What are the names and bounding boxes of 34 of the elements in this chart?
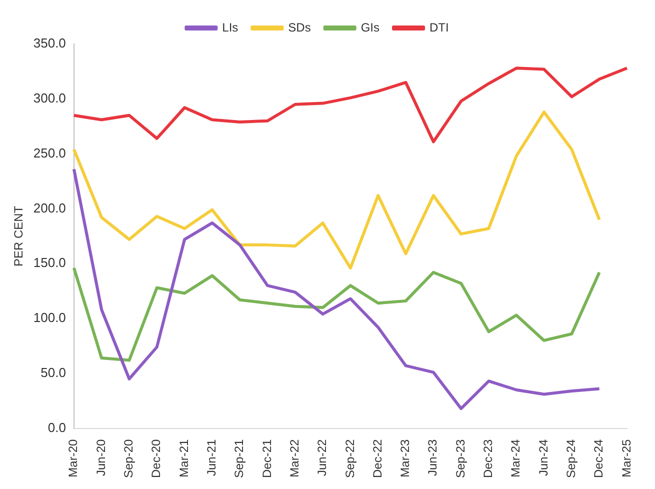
x-tick-label: Jun-22 [315, 438, 330, 476]
x-tick-label: Dec-23 [481, 438, 496, 478]
y-tick-label: 50.0 [40, 364, 66, 380]
x-tick-label: Dec-20 [149, 438, 164, 478]
legend-label: SDs [288, 20, 311, 34]
y-tick-label: 200.0 [33, 200, 66, 216]
x-tick-label: Dec-24 [592, 438, 606, 478]
y-axis-title: PER CENT [12, 205, 26, 266]
legend-label: DTI [430, 20, 449, 34]
y-tick-label: 300.0 [33, 90, 66, 106]
x-tick-label: Mar-21 [176, 438, 191, 478]
x-tick-label: Mar-24 [508, 438, 523, 478]
x-tick-label: Jun-20 [94, 438, 108, 476]
x-tick-label: Jun-23 [426, 438, 440, 476]
x-tick-label: Sep-22 [342, 438, 357, 478]
x-tick-label: Sep-24 [564, 438, 578, 478]
x-tick-label: Sep-23 [453, 438, 468, 478]
x-tick-label: Jun-21 [204, 438, 219, 476]
x-tick-label: Sep-21 [232, 438, 246, 478]
x-tick-label: Dec-21 [260, 438, 274, 478]
x-tick-label: Mar-23 [398, 438, 412, 478]
legend-label: LIs [222, 20, 238, 34]
y-tick-label: 0.0 [48, 420, 66, 435]
x-tick-label: Jun-24 [536, 438, 550, 476]
y-tick-label: 100.0 [33, 310, 66, 326]
x-tick-label: Sep-20 [122, 438, 136, 478]
x-tick-label: Mar-20 [66, 438, 80, 478]
y-tick-label: 250.0 [33, 145, 66, 160]
legend-label: GIs [360, 20, 380, 34]
x-tick-label: Dec-22 [370, 438, 384, 478]
y-tick-label: 350.0 [33, 36, 66, 51]
x-tick-label: Mar-25 [619, 438, 634, 478]
x-tick-label: Mar-22 [287, 438, 302, 478]
y-tick-label: 150.0 [33, 255, 66, 270]
